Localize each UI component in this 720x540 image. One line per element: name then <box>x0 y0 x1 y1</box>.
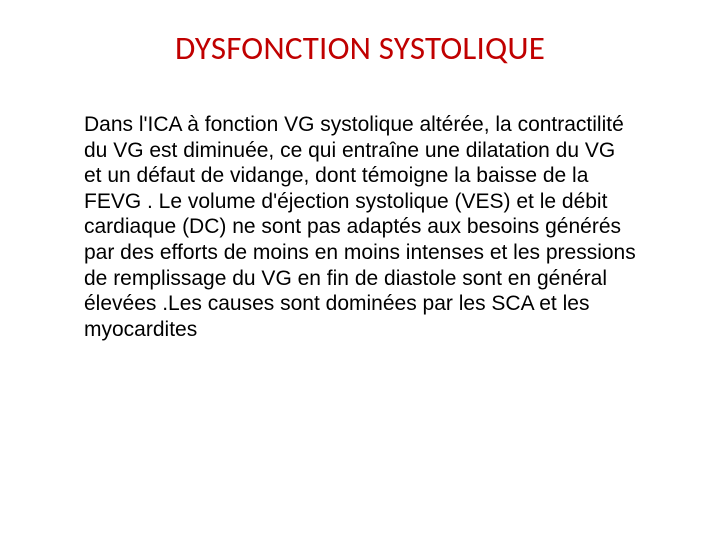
slide-title: DYSFONCTION SYSTOLIQUE <box>80 28 640 68</box>
slide-container: DYSFONCTION SYSTOLIQUE Dans l'ICA à fonc… <box>0 0 720 540</box>
slide-body: Dans l'ICA à fonction VG systolique alté… <box>80 112 640 342</box>
